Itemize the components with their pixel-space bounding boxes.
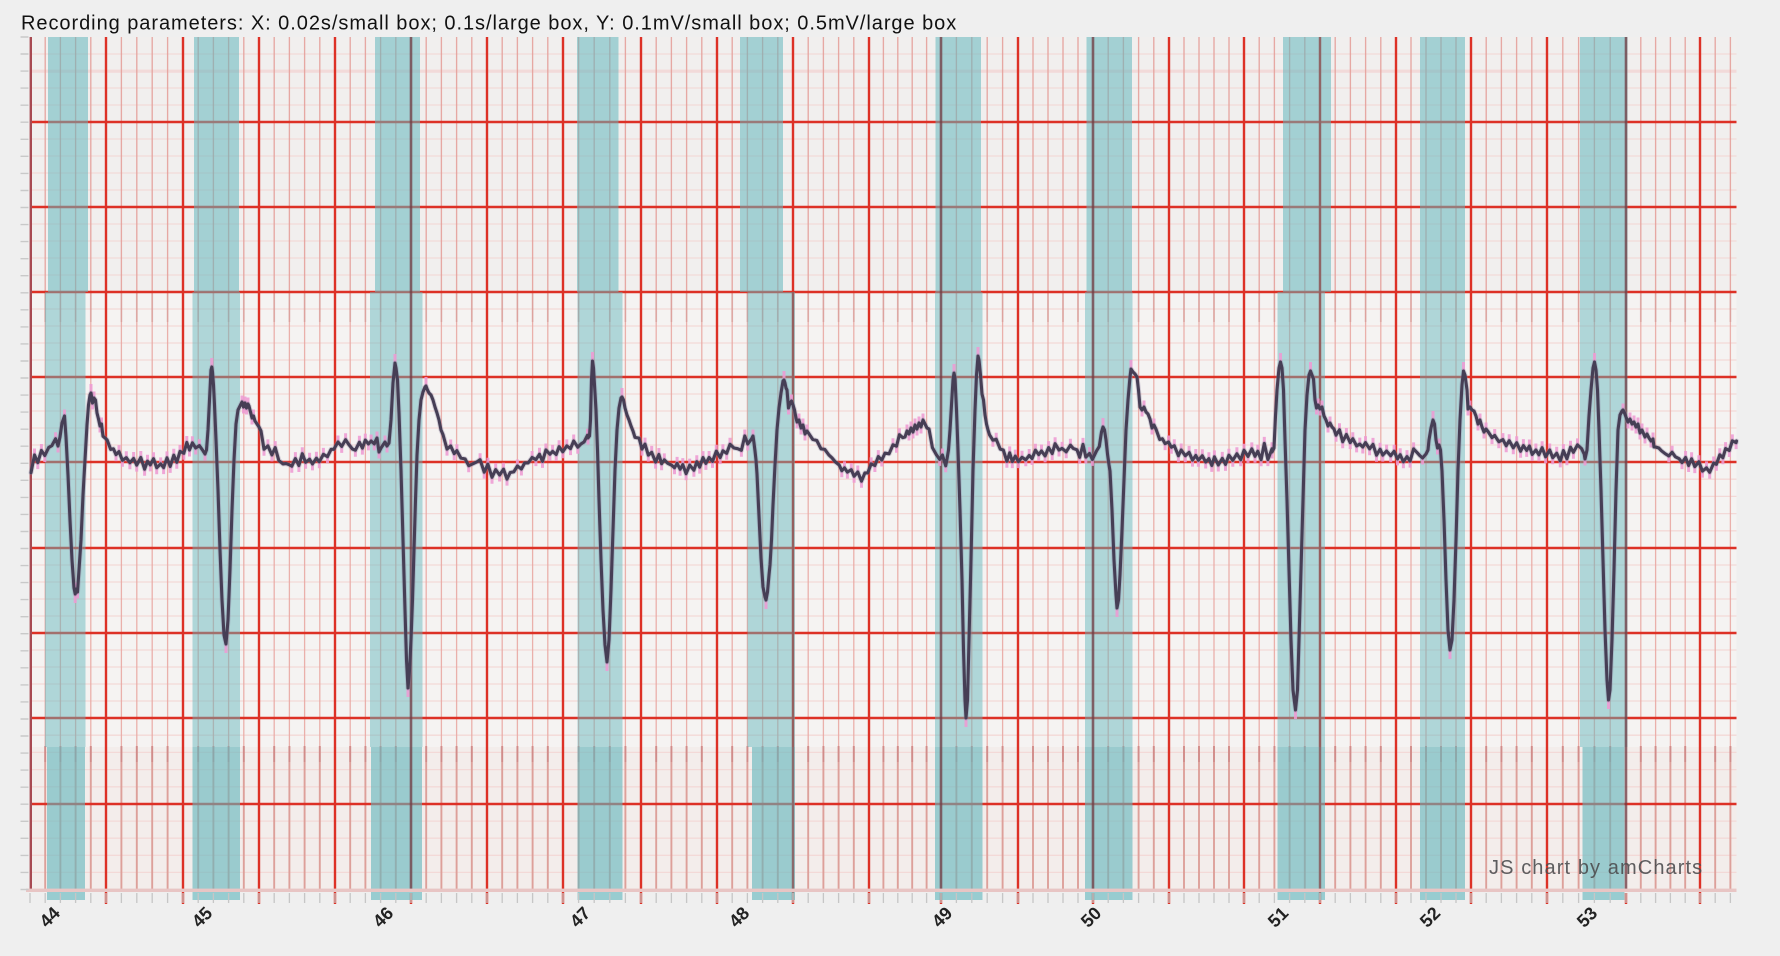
svg-text:Recording parameters: X: 0.02s: Recording parameters: X: 0.02s/small box… xyxy=(21,13,957,35)
svg-text:JS chart by amCharts: JS chart by amCharts xyxy=(1489,857,1703,879)
